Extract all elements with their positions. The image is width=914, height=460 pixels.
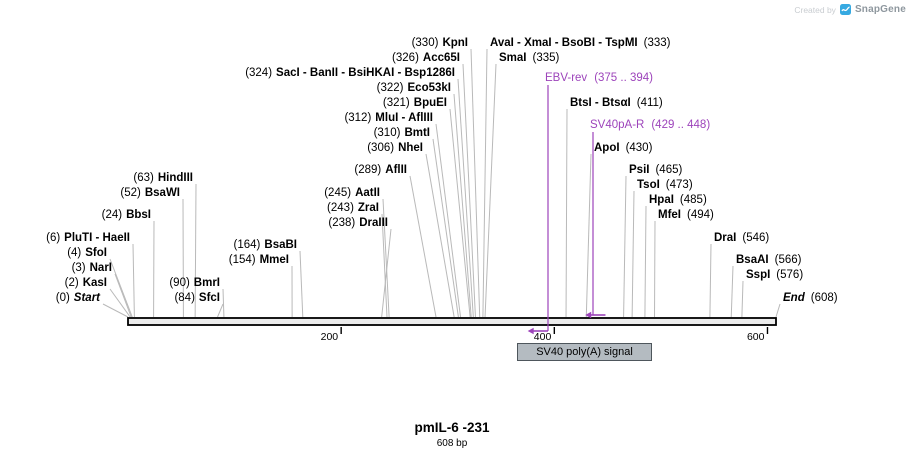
enzyme-site-label: DraI (546): [714, 232, 769, 244]
site-connector-line: [299, 250, 304, 318]
enzyme-site-label: (243) ZraI: [327, 202, 379, 214]
enzyme-site-label: (6) PluTI - HaeII: [46, 232, 130, 244]
ruler-tick-label: 400: [534, 331, 552, 343]
enzyme-site-label: (154) MmeI: [229, 254, 289, 266]
enzyme-site-label: (326) Acc65I: [392, 52, 460, 64]
enzyme-site-label: (289) AflII: [354, 164, 407, 176]
enzyme-site-label: BtsI - BtsαI (411): [570, 97, 663, 109]
enzyme-site-label: (321) BpuEI: [383, 97, 447, 109]
site-connector-line: [457, 78, 474, 318]
primer-label: EBV-rev (375 .. 394): [545, 72, 653, 84]
site-connector-line: [482, 48, 488, 318]
enzyme-site-label: (310) BmtI: [374, 127, 430, 139]
enzyme-site-label: SspI (576): [746, 269, 803, 281]
site-connector-line: [217, 303, 224, 318]
enzyme-site-label: AvaI - XmaI - BsoBI - TspMI (333): [490, 37, 671, 49]
enzyme-site-label: (245) AatII: [324, 187, 380, 199]
site-connector-line: [623, 175, 627, 318]
site-connector-line: [654, 220, 656, 318]
site-connector-line: [382, 198, 390, 318]
feature-label: SV40 poly(A) signal: [536, 346, 633, 358]
enzyme-site-label: BsaAI (566): [736, 254, 802, 266]
terminus-label: End (608): [783, 292, 838, 304]
watermark-created-by-text: Created by: [794, 4, 836, 15]
enzyme-site-label: SmaI (335): [499, 52, 560, 64]
site-connector-line: [409, 175, 437, 318]
enzyme-site-label: TsoI (473): [637, 179, 693, 191]
enzyme-site-label: PsiI (465): [629, 164, 682, 176]
map-title: pmIL-6 -231: [414, 420, 490, 435]
primer-label: SV40pA-R (429 .. 448): [590, 119, 710, 131]
ruler-tick-label: 600: [747, 331, 765, 343]
site-connector-line: [425, 153, 455, 318]
enzyme-site-label: (322) Eco53kI: [377, 82, 451, 94]
site-connector-line: [470, 48, 481, 318]
site-connector-line: [222, 288, 225, 318]
enzyme-site-label: (24) BbsI: [102, 209, 151, 221]
site-connector-line: [631, 190, 635, 318]
site-connector-line: [565, 108, 568, 318]
enzyme-site-label: ApoI (430): [594, 142, 653, 154]
watermark: Created by SnapGene: [794, 4, 906, 15]
site-connector-line: [194, 183, 197, 318]
enzyme-site-label: (324) SacI - BanII - BsiHKAI - Bsp1286I: [245, 67, 455, 79]
title-block: pmIL-6 -231 608 bp: [0, 420, 904, 449]
enzyme-site-label: HpaI (485): [649, 194, 707, 206]
site-connector-line: [114, 273, 132, 318]
terminus-label: (0) Start: [56, 292, 101, 304]
enzyme-site-label: (2) KasI: [65, 277, 107, 289]
site-connector-line: [381, 213, 388, 318]
site-connector-line: [432, 138, 459, 318]
enzyme-site-label: (84) SfcI: [174, 292, 220, 304]
map-length: 608 bp: [436, 438, 468, 449]
enzyme-site-label: (4) SfoI: [67, 247, 107, 259]
site-connector-line: [381, 228, 392, 318]
enzyme-site-label: (52) BsaWI: [120, 187, 180, 199]
enzyme-site-label: (306) NheI: [367, 142, 423, 154]
enzyme-site-label: (330) KpnI: [412, 37, 468, 49]
feature-sv40-polya-signal: SV40 poly(A) signal: [517, 343, 652, 361]
site-connector-line: [741, 280, 744, 318]
enzyme-site-label: (3) NarI: [72, 262, 112, 274]
site-connector-line: [435, 123, 462, 318]
enzyme-site-label: (90) BmrI: [169, 277, 220, 289]
enzyme-site-label: (312) MluI - AflIII: [344, 112, 433, 124]
watermark-brand-text: SnapGene: [854, 4, 906, 15]
site-connector-line: [462, 63, 476, 318]
site-connector-line: [775, 303, 781, 318]
site-connector-line: [109, 258, 133, 318]
primer-arrowhead: [527, 327, 534, 335]
site-connector-line: [453, 93, 472, 318]
site-connector-line: [109, 288, 131, 318]
site-connector-line: [484, 63, 497, 318]
ruler-tick-label: 200: [321, 331, 339, 343]
map-backbone: [127, 317, 777, 326]
site-connector-line: [102, 303, 129, 318]
enzyme-site-label: (164) BsaBI: [234, 239, 297, 251]
snapgene-logo-icon: [839, 4, 851, 15]
site-connector-line: [585, 153, 592, 318]
enzyme-site-label: MfeI (494): [658, 209, 714, 221]
enzyme-site-label: (238) DraIII: [328, 217, 388, 229]
primer-arrowhead: [585, 311, 592, 319]
site-connector-line: [132, 243, 135, 318]
site-connector-line: [709, 243, 712, 318]
site-connector-line: [730, 265, 734, 318]
site-connector-line: [449, 108, 471, 318]
site-connector-line: [644, 205, 647, 318]
enzyme-site-label: (63) HindIII: [133, 172, 193, 184]
